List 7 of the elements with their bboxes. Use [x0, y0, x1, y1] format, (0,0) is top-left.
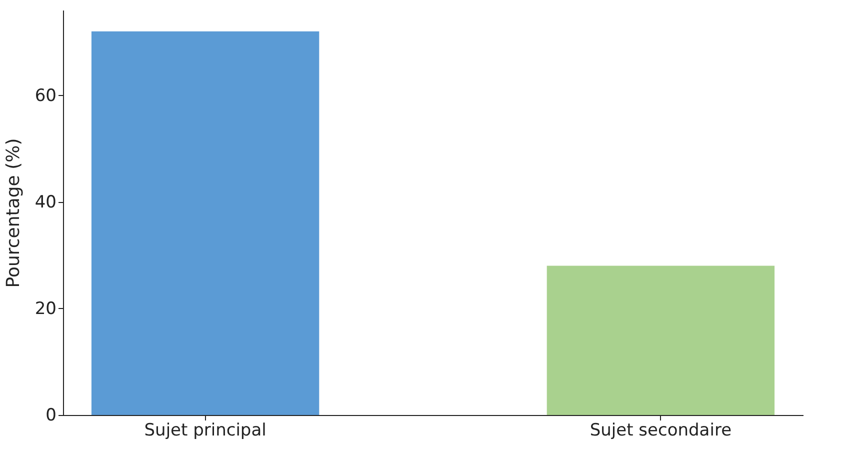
- y-tick-label: 40: [34, 192, 56, 212]
- y-tick-label: 60: [34, 86, 56, 106]
- x-tick-label: Sujet principal: [144, 420, 266, 440]
- y-axis-title: Pourcentage (%): [2, 138, 24, 288]
- y-tick-label: 0: [46, 406, 56, 426]
- y-tick-label: 20: [34, 298, 56, 319]
- x-tick-label: Sujet secondaire: [590, 420, 732, 440]
